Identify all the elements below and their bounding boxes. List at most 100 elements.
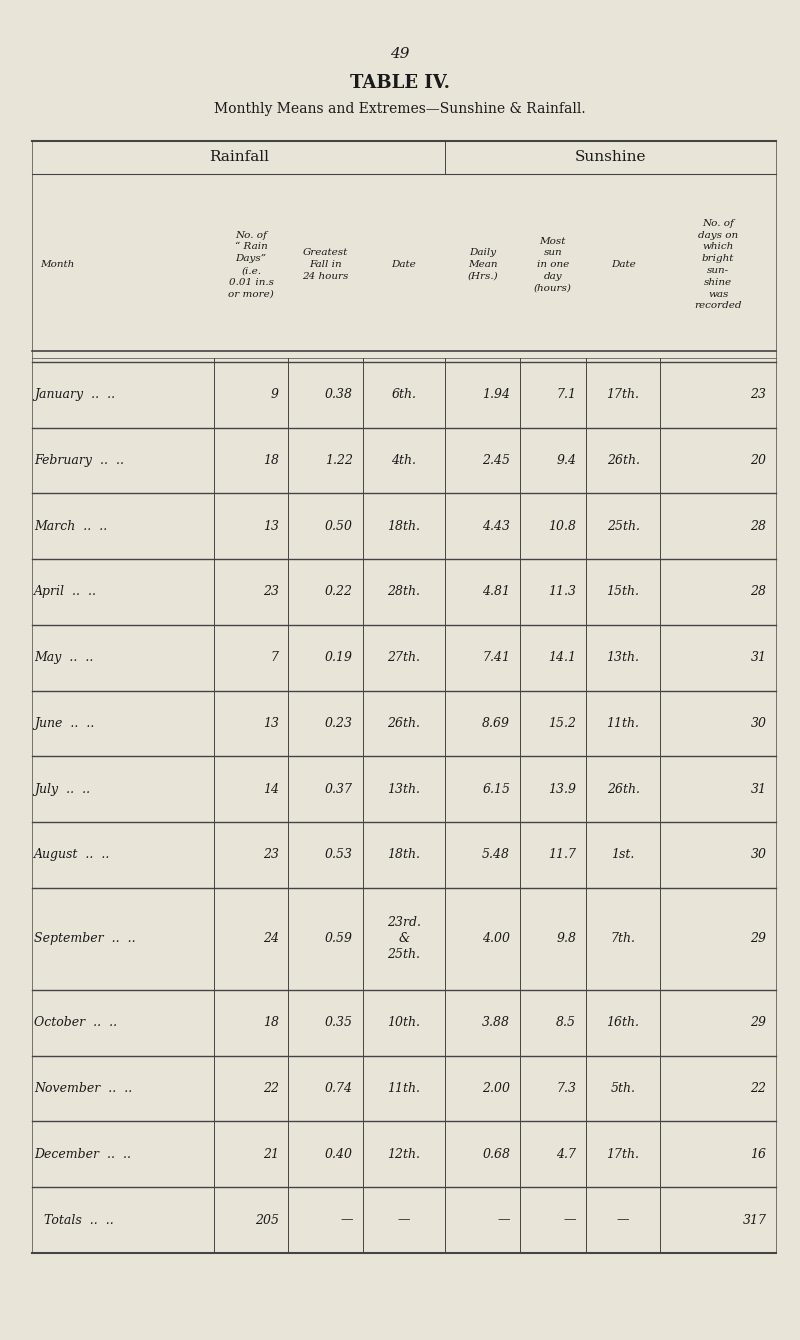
Text: 11th.: 11th. [387, 1081, 421, 1095]
Text: TABLE IV.: TABLE IV. [350, 74, 450, 91]
Text: —: — [498, 1214, 510, 1226]
Text: Sunshine: Sunshine [575, 150, 646, 165]
Text: 13th.: 13th. [606, 651, 639, 665]
Text: 25th.: 25th. [606, 520, 639, 533]
Text: 28: 28 [750, 520, 766, 533]
Text: 1.94: 1.94 [482, 389, 510, 401]
Text: 23: 23 [750, 389, 766, 401]
Text: 49: 49 [390, 47, 410, 60]
Text: 0.22: 0.22 [325, 586, 353, 599]
Text: Month: Month [40, 260, 74, 269]
Text: 9.4: 9.4 [556, 454, 576, 466]
Text: 6.15: 6.15 [482, 783, 510, 796]
Text: 18th.: 18th. [387, 520, 421, 533]
Text: 0.68: 0.68 [482, 1148, 510, 1160]
Text: 4th.: 4th. [391, 454, 417, 466]
Text: 30: 30 [750, 717, 766, 730]
Text: 15th.: 15th. [606, 586, 639, 599]
Text: 20: 20 [750, 454, 766, 466]
Text: 8.69: 8.69 [482, 717, 510, 730]
Text: 18: 18 [262, 1016, 278, 1029]
Text: 26th.: 26th. [606, 454, 639, 466]
Text: 10.8: 10.8 [548, 520, 576, 533]
Text: 16: 16 [750, 1148, 766, 1160]
Text: 1st.: 1st. [611, 848, 634, 862]
Text: 0.50: 0.50 [325, 520, 353, 533]
Text: 26th.: 26th. [387, 717, 421, 730]
Text: 4.00: 4.00 [482, 933, 510, 945]
Text: 21: 21 [262, 1148, 278, 1160]
Text: 1.22: 1.22 [325, 454, 353, 466]
Text: No. of
days on
which
bright
sun-
shine
was
recorded: No. of days on which bright sun- shine w… [694, 218, 742, 311]
Text: 27th.: 27th. [387, 651, 421, 665]
Text: Date: Date [610, 260, 635, 269]
Text: 13.9: 13.9 [548, 783, 576, 796]
Text: 14: 14 [262, 783, 278, 796]
Text: 0.38: 0.38 [325, 389, 353, 401]
Text: No. of
“ Rain
Days”
(i.e.
0.01 in.s
or more): No. of “ Rain Days” (i.e. 0.01 in.s or m… [228, 230, 274, 299]
Text: May  ..  ..: May .. .. [34, 651, 94, 665]
Text: 26th.: 26th. [606, 783, 639, 796]
Text: 7.1: 7.1 [556, 389, 576, 401]
Text: —: — [617, 1214, 630, 1226]
Text: July  ..  ..: July .. .. [34, 783, 90, 796]
Text: 4.43: 4.43 [482, 520, 510, 533]
Text: 9: 9 [270, 389, 278, 401]
Text: 23rd.
&
25th.: 23rd. & 25th. [387, 917, 421, 961]
Text: 7.41: 7.41 [482, 651, 510, 665]
Text: June  ..  ..: June .. .. [34, 717, 94, 730]
Text: February  ..  ..: February .. .. [34, 454, 125, 466]
Text: November  ..  ..: November .. .. [34, 1081, 133, 1095]
Text: 22: 22 [262, 1081, 278, 1095]
Text: 14.1: 14.1 [548, 651, 576, 665]
Text: 4.7: 4.7 [556, 1148, 576, 1160]
Text: 11th.: 11th. [606, 717, 639, 730]
Text: 5th.: 5th. [610, 1081, 635, 1095]
Text: 11.3: 11.3 [548, 586, 576, 599]
Text: January  ..  ..: January .. .. [34, 389, 115, 401]
Text: Daily
Mean
(Hrs.): Daily Mean (Hrs.) [467, 248, 498, 281]
Text: Rainfall: Rainfall [209, 150, 269, 165]
Text: 6th.: 6th. [391, 389, 417, 401]
Text: 5.48: 5.48 [482, 848, 510, 862]
Text: 7th.: 7th. [610, 933, 635, 945]
Text: 8.5: 8.5 [556, 1016, 576, 1029]
Text: December  ..  ..: December .. .. [34, 1148, 131, 1160]
Text: 7.3: 7.3 [556, 1081, 576, 1095]
Text: September  ..  ..: September .. .. [34, 933, 136, 945]
Text: March  ..  ..: March .. .. [34, 520, 108, 533]
Text: —: — [341, 1214, 353, 1226]
Text: 11.7: 11.7 [548, 848, 576, 862]
Text: 28th.: 28th. [387, 586, 421, 599]
Text: 23: 23 [262, 586, 278, 599]
Text: 13: 13 [262, 717, 278, 730]
Text: 9.8: 9.8 [556, 933, 576, 945]
Text: 15.2: 15.2 [548, 717, 576, 730]
Text: —: — [398, 1214, 410, 1226]
Text: 0.74: 0.74 [325, 1081, 353, 1095]
Text: 0.59: 0.59 [325, 933, 353, 945]
Text: —: — [564, 1214, 576, 1226]
Text: 10th.: 10th. [387, 1016, 421, 1029]
Text: 31: 31 [750, 783, 766, 796]
Text: Monthly Means and Extremes—Sunshine & Rainfall.: Monthly Means and Extremes—Sunshine & Ra… [214, 102, 586, 115]
Text: 28: 28 [750, 586, 766, 599]
Text: 18: 18 [262, 454, 278, 466]
Text: 17th.: 17th. [606, 1148, 639, 1160]
Text: 29: 29 [750, 1016, 766, 1029]
Text: Date: Date [392, 260, 416, 269]
Text: 24: 24 [262, 933, 278, 945]
Text: 29: 29 [750, 933, 766, 945]
Text: Most
sun
in one
day
(hours): Most sun in one day (hours) [534, 237, 572, 292]
Text: 0.53: 0.53 [325, 848, 353, 862]
Text: 31: 31 [750, 651, 766, 665]
Text: 30: 30 [750, 848, 766, 862]
Text: April  ..  ..: April .. .. [34, 586, 98, 599]
Text: 12th.: 12th. [387, 1148, 421, 1160]
Text: 7: 7 [270, 651, 278, 665]
Text: 17th.: 17th. [606, 389, 639, 401]
Text: 13: 13 [262, 520, 278, 533]
Text: 0.35: 0.35 [325, 1016, 353, 1029]
Text: 23: 23 [262, 848, 278, 862]
Text: 22: 22 [750, 1081, 766, 1095]
